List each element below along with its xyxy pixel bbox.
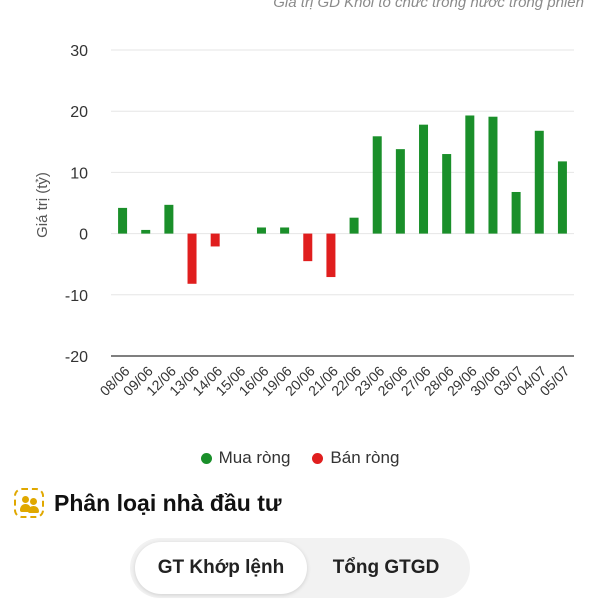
legend-item-sell[interactable]: Bán ròng	[312, 448, 399, 468]
bar	[210, 233, 220, 247]
bar	[118, 207, 128, 234]
y-tick-label: 20	[70, 104, 88, 121]
legend-label-sell: Bán ròng	[330, 448, 400, 467]
bar	[164, 204, 174, 234]
legend-item-buy[interactable]: Mua ròng	[200, 448, 291, 468]
bar	[372, 136, 382, 234]
y-tick-label: 10	[70, 165, 88, 182]
legend-dot-buy	[200, 452, 212, 464]
bar	[349, 217, 359, 234]
legend-label-buy: Mua ròng	[218, 448, 291, 467]
y-tick-label: 0	[79, 227, 88, 244]
bar	[303, 233, 313, 262]
bar	[187, 233, 197, 284]
bar	[419, 124, 429, 234]
bar	[256, 227, 266, 234]
bar	[488, 116, 498, 234]
section-header: Phân loại nhà đầu tư	[14, 488, 282, 518]
bar	[141, 229, 151, 234]
bar	[280, 227, 290, 234]
legend-dot-sell	[312, 452, 324, 464]
bar	[465, 115, 475, 234]
bar	[326, 233, 336, 278]
bar	[511, 191, 521, 234]
bar	[395, 149, 405, 234]
chart-title: Giá trị GD Khối tổ chức trong nước trong…	[273, 0, 584, 11]
bar	[557, 161, 567, 234]
y-tick-label: -10	[65, 288, 88, 305]
chart-legend: Mua ròng Bán ròng	[0, 448, 600, 468]
section-title: Phân loại nhà đầu tư	[54, 489, 282, 516]
tab-switcher: GT Khớp lệnh Tổng GTGD	[130, 538, 470, 598]
y-axis-label: Giá trị (tỷ)	[34, 172, 51, 238]
tab-total-value[interactable]: Tổng GTGD	[332, 557, 440, 578]
tab-matched-value[interactable]: GT Khớp lệnh	[135, 542, 307, 594]
bar	[534, 130, 544, 234]
y-tick-label: 30	[70, 43, 88, 60]
bar	[442, 154, 452, 234]
y-tick-label: -20	[65, 349, 88, 366]
investors-icon	[14, 488, 44, 518]
